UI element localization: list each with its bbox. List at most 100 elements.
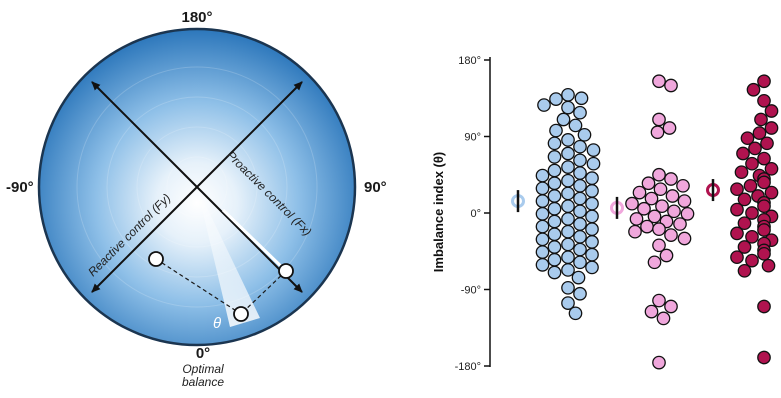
data-point — [655, 199, 669, 214]
data-point — [547, 189, 562, 203]
balance-diagram: Reactive control (Fy) Proactive control … — [6, 9, 387, 389]
data-point — [656, 311, 671, 326]
data-point — [764, 185, 779, 200]
data-point — [556, 112, 571, 127]
data-point — [573, 286, 587, 301]
data-point — [730, 250, 744, 265]
data-point — [561, 212, 575, 226]
data-point — [571, 270, 586, 285]
data-point — [561, 133, 575, 147]
data-point — [573, 139, 587, 154]
data-point — [547, 163, 562, 178]
data-point — [573, 229, 587, 244]
data-point — [734, 165, 749, 180]
data-point — [676, 178, 690, 193]
data-point — [561, 100, 575, 115]
data-point — [740, 131, 755, 146]
data-point — [647, 209, 662, 224]
data-point — [561, 146, 575, 161]
data-point — [625, 196, 639, 211]
data-point — [647, 255, 662, 270]
data-point — [757, 246, 771, 261]
data-point — [745, 229, 759, 244]
data-point — [637, 201, 651, 216]
data-point — [664, 299, 678, 314]
data-point — [652, 238, 666, 253]
y-axis-label: Imbalance index (θ) — [431, 152, 446, 272]
proactive-vector — [221, 208, 288, 273]
data-point — [585, 184, 599, 198]
reactive-projection — [155, 258, 242, 315]
data-point — [757, 199, 771, 214]
data-point — [585, 196, 599, 211]
data-point — [664, 228, 678, 242]
data-point — [547, 201, 562, 216]
data-point — [585, 235, 599, 249]
data-point — [745, 253, 759, 268]
data-point — [573, 204, 587, 219]
data-point — [561, 224, 575, 239]
data-point — [573, 255, 587, 270]
data-point — [641, 176, 656, 191]
data-point — [652, 167, 666, 182]
data-point — [677, 194, 692, 208]
angle-label-left: -90° — [6, 179, 34, 196]
data-point — [547, 265, 562, 280]
data-point — [652, 222, 666, 236]
data-point — [659, 248, 674, 263]
data-point — [561, 199, 575, 214]
y-tick-label: 90° — [464, 132, 481, 144]
data-point — [586, 156, 601, 171]
data-point — [757, 175, 771, 190]
y-tick-label: 180° — [458, 55, 481, 67]
reactive-point — [148, 251, 164, 267]
data-point — [561, 88, 575, 102]
data-point — [736, 146, 750, 161]
data-point — [585, 171, 599, 185]
data-point — [754, 112, 768, 127]
data-point — [535, 207, 550, 221]
data-point — [547, 150, 562, 164]
data-point — [752, 126, 767, 140]
data-point — [764, 121, 779, 135]
data-point — [561, 250, 575, 265]
data-point — [574, 91, 589, 106]
y-ticks: 180° 90° 0° -90° -180° — [455, 55, 490, 373]
data-point — [573, 191, 587, 206]
data-point — [573, 178, 587, 193]
data-point — [549, 123, 563, 138]
data-point — [667, 204, 681, 219]
imbalance-chart: Imbalance index (θ) 180° 90° 0° -90° -180° — [431, 55, 779, 373]
y-tick-label: -180° — [455, 361, 481, 373]
optimal-note-line1: Optimal — [182, 362, 224, 376]
data-point — [535, 194, 550, 208]
data-point — [757, 223, 771, 237]
data-point — [573, 166, 587, 180]
data-point — [737, 216, 752, 231]
arrow-upper-right — [196, 81, 303, 188]
data-point — [585, 260, 599, 275]
data-point — [561, 237, 575, 252]
proactive-projection — [240, 270, 287, 315]
data-point — [561, 280, 575, 295]
data-point — [644, 304, 659, 319]
data-point — [547, 214, 562, 229]
optimal-note-line2: balance — [182, 375, 224, 389]
data-point — [561, 263, 575, 277]
angle-label-top: 180° — [181, 9, 212, 26]
data-point — [535, 219, 550, 234]
data-point — [760, 136, 774, 151]
data-point — [757, 93, 771, 108]
data-point — [561, 160, 575, 174]
data-point — [652, 112, 666, 127]
data-point — [743, 178, 758, 193]
data-point — [662, 121, 677, 135]
data-point — [737, 263, 752, 278]
angle-label-bottom: 0° — [196, 345, 210, 362]
data-point — [764, 161, 779, 176]
result-point — [233, 306, 249, 322]
data-points — [535, 74, 779, 370]
data-point — [764, 104, 779, 118]
angle-label-right: 90° — [364, 179, 387, 196]
